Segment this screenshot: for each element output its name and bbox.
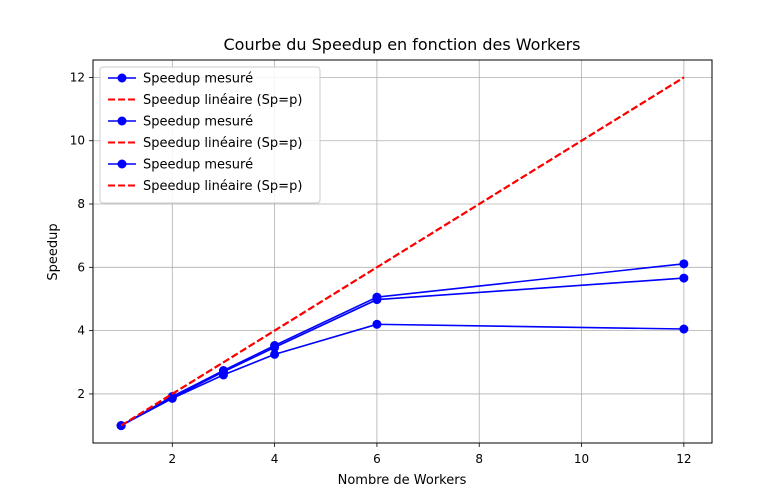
x-tick-label: 4 xyxy=(271,452,279,466)
x-tick-label: 12 xyxy=(676,452,691,466)
x-axis-label: Nombre de Workers xyxy=(338,473,467,488)
x-tick-label: 10 xyxy=(574,452,589,466)
y-tick-label: 8 xyxy=(77,197,85,211)
y-tick-label: 10 xyxy=(70,134,85,148)
legend-entry-label: Speedup linéaire (Sp=p) xyxy=(143,136,302,151)
y-tick-label: 4 xyxy=(77,324,85,338)
chart-title: Courbe du Speedup en fonction des Worker… xyxy=(224,35,581,54)
legend-marker xyxy=(117,159,127,169)
x-tick-label: 6 xyxy=(373,452,381,466)
y-tick-label: 6 xyxy=(77,260,85,274)
measured-speedup-line-1 xyxy=(120,263,684,427)
legend: Speedup mesuré Speedup linéaire (Sp=p) Spe… xyxy=(99,66,321,204)
measured-speedup-point xyxy=(270,342,280,352)
measured-speedup-point xyxy=(679,259,689,269)
plot-frame xyxy=(92,59,713,444)
x-tick-label: 8 xyxy=(475,452,483,466)
measured-speedup-point xyxy=(679,324,689,334)
x-tick-label: 2 xyxy=(168,452,176,466)
linear-speedup-line-6 xyxy=(120,76,685,427)
measured-speedup-point xyxy=(270,349,280,359)
legend-marker xyxy=(117,73,127,83)
y-tick-label: 2 xyxy=(77,387,85,401)
legend-entry-label: Speedup mesuré xyxy=(143,115,253,130)
legend-entry-label: Speedup mesuré xyxy=(143,158,253,173)
series-lines xyxy=(116,76,689,431)
legend-entry-label: Speedup linéaire (Sp=p) xyxy=(143,93,302,108)
legend-entry-label: Speedup linéaire (Sp=p) xyxy=(143,179,302,194)
axis-ticks: 2 4 6 8 10 12 2 4 6 8 10 12 xyxy=(70,70,692,466)
legend-marker xyxy=(117,116,127,126)
measured-speedup-point xyxy=(372,319,382,329)
legend-box xyxy=(99,66,321,204)
measured-speedup-point xyxy=(218,370,228,380)
measured-speedup-line-5 xyxy=(120,323,684,427)
measured-speedup-point xyxy=(372,295,382,305)
y-tick-label: 12 xyxy=(70,70,85,84)
measured-speedup-point xyxy=(167,393,177,403)
legend-entry-label: Speedup mesuré xyxy=(143,72,253,87)
gridlines xyxy=(93,60,712,443)
y-axis-label: Speedup xyxy=(46,223,61,280)
measured-speedup-point xyxy=(679,273,689,283)
